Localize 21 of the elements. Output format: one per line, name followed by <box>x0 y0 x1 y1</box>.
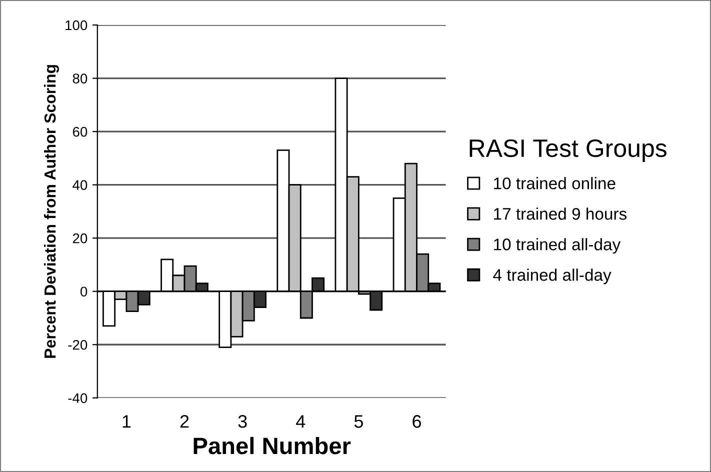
y-tick-label: 0 <box>80 286 88 297</box>
legend-label: 4 trained all-day <box>493 268 612 284</box>
y-tick-label: -20 <box>68 340 88 350</box>
legend-label: 17 trained 9 hours <box>494 208 627 220</box>
x-tick-label: 4 <box>296 415 306 428</box>
x-tick-label: 2 <box>180 415 189 428</box>
y-axis-title: Percent Deviation from Author Scoring <box>44 65 59 358</box>
x-axis-title: Panel Number <box>194 436 351 454</box>
x-tick-label: 1 <box>122 415 131 428</box>
y-tick-label: 40 <box>72 180 88 190</box>
y-tick-label: -40 <box>68 393 88 404</box>
legend-label: 10 trained online <box>494 177 616 190</box>
y-tick-label: 20 <box>72 233 88 244</box>
x-tick-label: 3 <box>238 415 247 428</box>
x-tick-label: 5 <box>354 415 363 428</box>
y-tick-label: 60 <box>72 126 88 137</box>
y-tick-label: 100 <box>66 20 88 30</box>
y-tick-label: 80 <box>72 74 88 84</box>
legend-label: 10 trained all-day <box>494 238 621 254</box>
legend-title: RASI Test Groups <box>470 139 666 162</box>
x-tick-label: 6 <box>412 415 421 428</box>
